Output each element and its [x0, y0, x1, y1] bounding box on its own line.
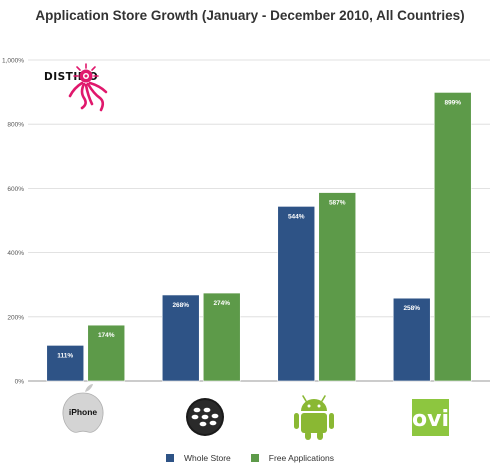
- iphone-label: iPhone: [69, 407, 98, 417]
- bar-free-applications-blackberry: [202, 292, 241, 382]
- bar-free-applications-iphone: [87, 324, 126, 382]
- y-tick-label: 1,000%: [2, 58, 24, 65]
- data-label-free-applications-ovi: 899%: [444, 99, 461, 106]
- legend: Whole Store Free Applications: [0, 453, 500, 463]
- ovi-icon: ovi: [412, 399, 449, 436]
- distimo-octopus-icon: [68, 63, 108, 112]
- y-tick-label: 0%: [15, 379, 25, 386]
- y-axis-ticks: 0% 200% 400% 600% 800% 1,000%: [2, 58, 24, 386]
- bar-free-applications-android: [318, 192, 357, 382]
- data-labels: 111% 174% 268% 274% 544% 587% 258% 899%: [57, 99, 461, 359]
- legend-item-free-applications: Free Applications: [250, 453, 334, 463]
- y-tick-label: 600%: [7, 186, 24, 193]
- data-label-free-applications-android: 587%: [329, 200, 346, 207]
- ovi-wordmark: ovi: [412, 407, 449, 432]
- distimo-logo: DISTIMO: [44, 63, 108, 112]
- blackberry-icon: [186, 398, 224, 436]
- data-label-whole-store-ovi: 258%: [403, 305, 420, 312]
- legend-label-whole-store: Whole Store: [184, 453, 231, 463]
- bar-free-applications-ovi: [433, 92, 472, 382]
- bar-whole-store-iphone: [46, 345, 85, 382]
- data-label-whole-store-android: 544%: [288, 213, 305, 220]
- y-tick-label: 200%: [7, 314, 24, 321]
- data-label-free-applications-blackberry: 274%: [213, 300, 230, 307]
- android-icon: [294, 395, 334, 440]
- bar-whole-store-ovi: [392, 297, 431, 382]
- legend-label-free-applications: Free Applications: [268, 453, 334, 463]
- bar-whole-store-blackberry: [161, 294, 200, 382]
- y-tick-label: 800%: [7, 122, 24, 129]
- bar-whole-store-android: [277, 206, 316, 382]
- legend-swatch-free-applications: [250, 454, 259, 462]
- y-tick-label: 400%: [7, 250, 24, 257]
- data-label-whole-store-blackberry: 268%: [172, 302, 189, 309]
- data-label-free-applications-iphone: 174%: [98, 332, 115, 339]
- data-label-whole-store-iphone: 111%: [57, 352, 73, 359]
- legend-swatch-whole-store: [166, 454, 174, 462]
- chart-title: Application Store Growth (January - Dece…: [35, 8, 465, 23]
- bars: [46, 92, 472, 382]
- apple-icon: iPhone: [62, 384, 104, 433]
- legend-item-whole-store: Whole Store: [166, 453, 231, 463]
